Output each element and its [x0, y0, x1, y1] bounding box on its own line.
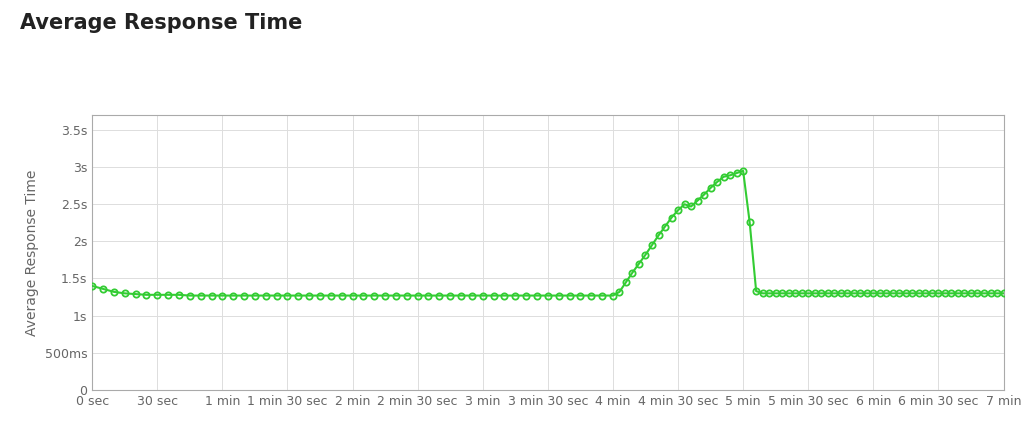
Y-axis label: Average Response Time: Average Response Time	[26, 169, 39, 336]
Text: Average Response Time: Average Response Time	[20, 13, 303, 33]
